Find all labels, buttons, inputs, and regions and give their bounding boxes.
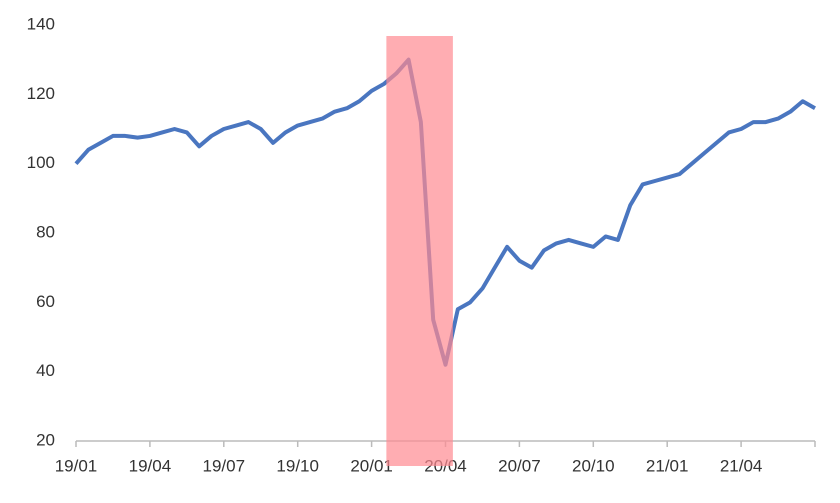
x-tick-label: 19/10 (276, 456, 319, 475)
x-tick-label: 19/04 (129, 456, 172, 475)
x-tick-label: 19/01 (55, 456, 98, 475)
y-tick-label: 100 (27, 153, 55, 172)
y-tick-label: 80 (36, 222, 55, 241)
x-tick-label: 20/07 (498, 456, 541, 475)
highlight-band (386, 36, 453, 466)
y-tick-label: 20 (36, 430, 55, 449)
y-tick-label: 60 (36, 292, 55, 311)
y-tick-label: 140 (27, 14, 55, 33)
x-tick-label: 19/07 (203, 456, 246, 475)
y-tick-label: 40 (36, 361, 55, 380)
x-tick-label: 20/01 (350, 456, 393, 475)
x-tick-label: 21/04 (720, 456, 763, 475)
y-tick-label: 120 (27, 84, 55, 103)
x-tick-label: 20/10 (572, 456, 615, 475)
x-tick-label: 21/01 (646, 456, 689, 475)
